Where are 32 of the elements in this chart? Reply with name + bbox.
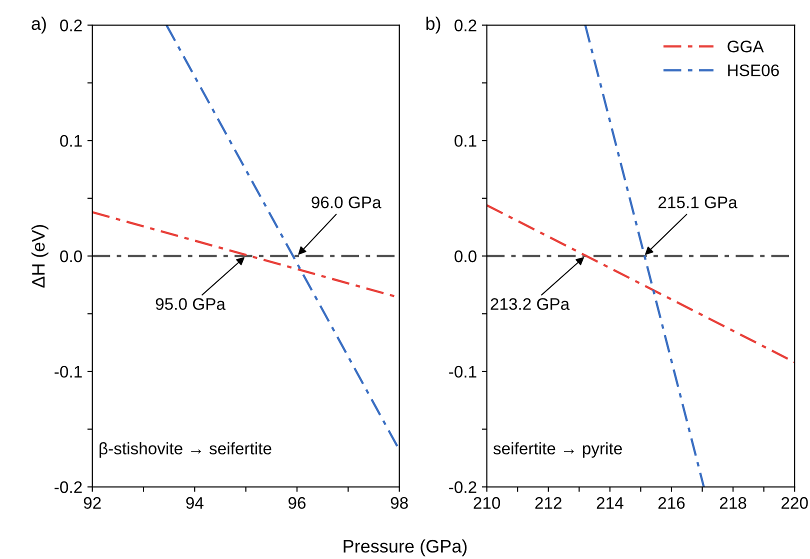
chart-title: a) (32, 16, 46, 34)
x-tick-label: 210 (474, 497, 500, 509)
chart-title: b) (426, 16, 440, 34)
x-tick-label: 96 (288, 497, 306, 509)
y-tick-label: 0.0 (454, 250, 476, 262)
legend-label: GGA (728, 40, 764, 52)
y-tick-label: 0.0 (60, 250, 82, 262)
annotation: 95.0 GPa (156, 298, 226, 310)
x-tick-label: 212 (535, 497, 562, 509)
x-tick-label: 218 (720, 497, 746, 509)
x-tick-label: 94 (186, 497, 204, 509)
y-tick-label: 0.2 (454, 20, 476, 32)
y-axis-title: ΔH (eV) (32, 225, 48, 288)
annotation: seifertite → pyrite (493, 442, 622, 458)
y-tick-label: 0.2 (60, 20, 82, 32)
y-tick-label: 0.1 (454, 134, 476, 147)
legend-label: HSE06 (728, 64, 779, 76)
y-tick-label: -0.1 (54, 366, 82, 378)
y-tick-label: -0.2 (54, 481, 82, 494)
annotation: 213.2 GPa (490, 298, 570, 310)
annotation: β-stishovite → seifertite (100, 442, 272, 458)
y-tick-label: 0.1 (60, 134, 82, 147)
y-tick-label: -0.1 (449, 366, 476, 378)
x-tick-label: 98 (390, 497, 408, 509)
annotation: 215.1 GPa (658, 196, 738, 208)
annotation: 96.0 GPa (312, 196, 382, 208)
x-tick-label: 216 (658, 497, 685, 509)
y-tick-label: -0.2 (449, 481, 476, 494)
x-tick-label: 214 (596, 497, 624, 509)
x-tick-label: 92 (84, 497, 101, 509)
x-tick-label: 220 (782, 497, 808, 509)
x-axis-title: Pressure (GPa) (344, 539, 467, 556)
